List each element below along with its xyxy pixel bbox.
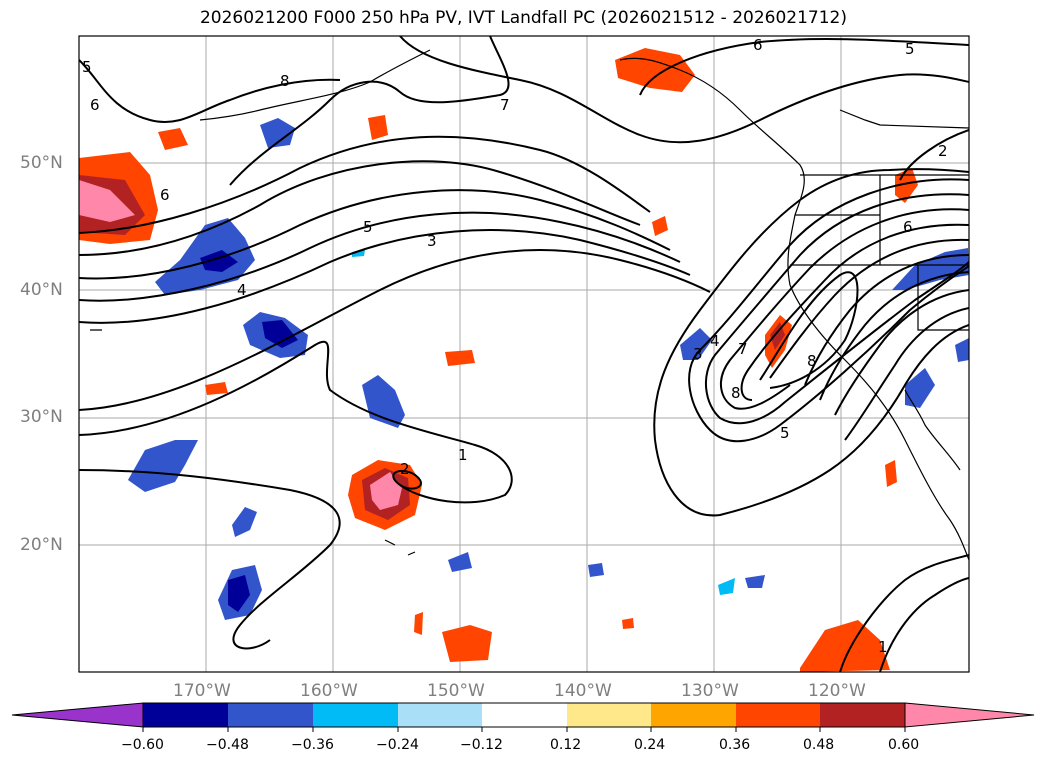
contour-label: 1 [458, 446, 468, 464]
lon-label-140w: 140°W [554, 681, 612, 701]
contour-label: 4 [237, 281, 247, 299]
colorbar-tick: −0.48 [206, 737, 249, 753]
contour-label: 5 [780, 424, 790, 442]
colorbar-tick: −0.12 [460, 737, 503, 753]
lat-label-40: 40°N [20, 280, 63, 300]
contour-label: 3 [693, 345, 703, 363]
contour-label: 6 [160, 186, 170, 204]
contour-label: 2 [400, 460, 410, 478]
map-title: 2026021200 F000 250 hPa PV, IVT Landfall… [199, 8, 847, 28]
pv-shading [79, 48, 969, 672]
colorbar [11, 702, 1035, 732]
contour-label: 6 [903, 218, 913, 236]
map-frame [78, 35, 970, 673]
colorbar-tick: −0.36 [291, 737, 334, 753]
lat-label-50: 50°N [20, 153, 63, 173]
lon-label-130w: 130°W [681, 681, 739, 701]
graticule [79, 36, 969, 672]
pv-positive-ak [615, 48, 695, 92]
colorbar-tick: 0.48 [803, 737, 835, 753]
contour-label: 6 [753, 36, 763, 54]
colorbar-tick: 0.60 [888, 737, 920, 753]
colorbar-tick: 0.24 [634, 737, 666, 753]
lat-label-30: 30°N [20, 407, 63, 427]
ivt-contours [79, 36, 969, 672]
contour-label: 8 [280, 72, 290, 90]
contour-label: 8 [807, 352, 817, 370]
contour-label: 6 [90, 96, 100, 114]
colorbar-under-arrow [11, 702, 144, 728]
contour-label: 3 [427, 232, 437, 250]
lon-label-170w: 170°W [173, 681, 231, 701]
contour-label: 7 [738, 340, 748, 358]
contour-label: 5 [82, 58, 92, 76]
contour-label: 8 [731, 384, 741, 402]
contour-label: 5 [363, 218, 373, 236]
contour-label: 4 [710, 332, 720, 350]
contour-label: 1 [878, 638, 888, 656]
coastlines [90, 49, 969, 561]
colorbar-over-arrow [904, 702, 1035, 728]
colorbar-tick: −0.60 [121, 737, 164, 753]
colorbar-tick: 0.12 [550, 737, 582, 753]
lat-label-20: 20°N [20, 535, 63, 555]
lon-label-150w: 150°W [427, 681, 485, 701]
lon-label-160w: 160°W [300, 681, 358, 701]
contour-label: 5 [905, 40, 915, 58]
contour-label: 7 [500, 96, 510, 114]
pv-positive-south [800, 620, 890, 672]
colorbar-tick: −0.24 [376, 737, 419, 753]
contour-label: 2 [938, 142, 948, 160]
lon-label-120w: 120°W [808, 681, 866, 701]
colorbar-tick: 0.36 [719, 737, 751, 753]
